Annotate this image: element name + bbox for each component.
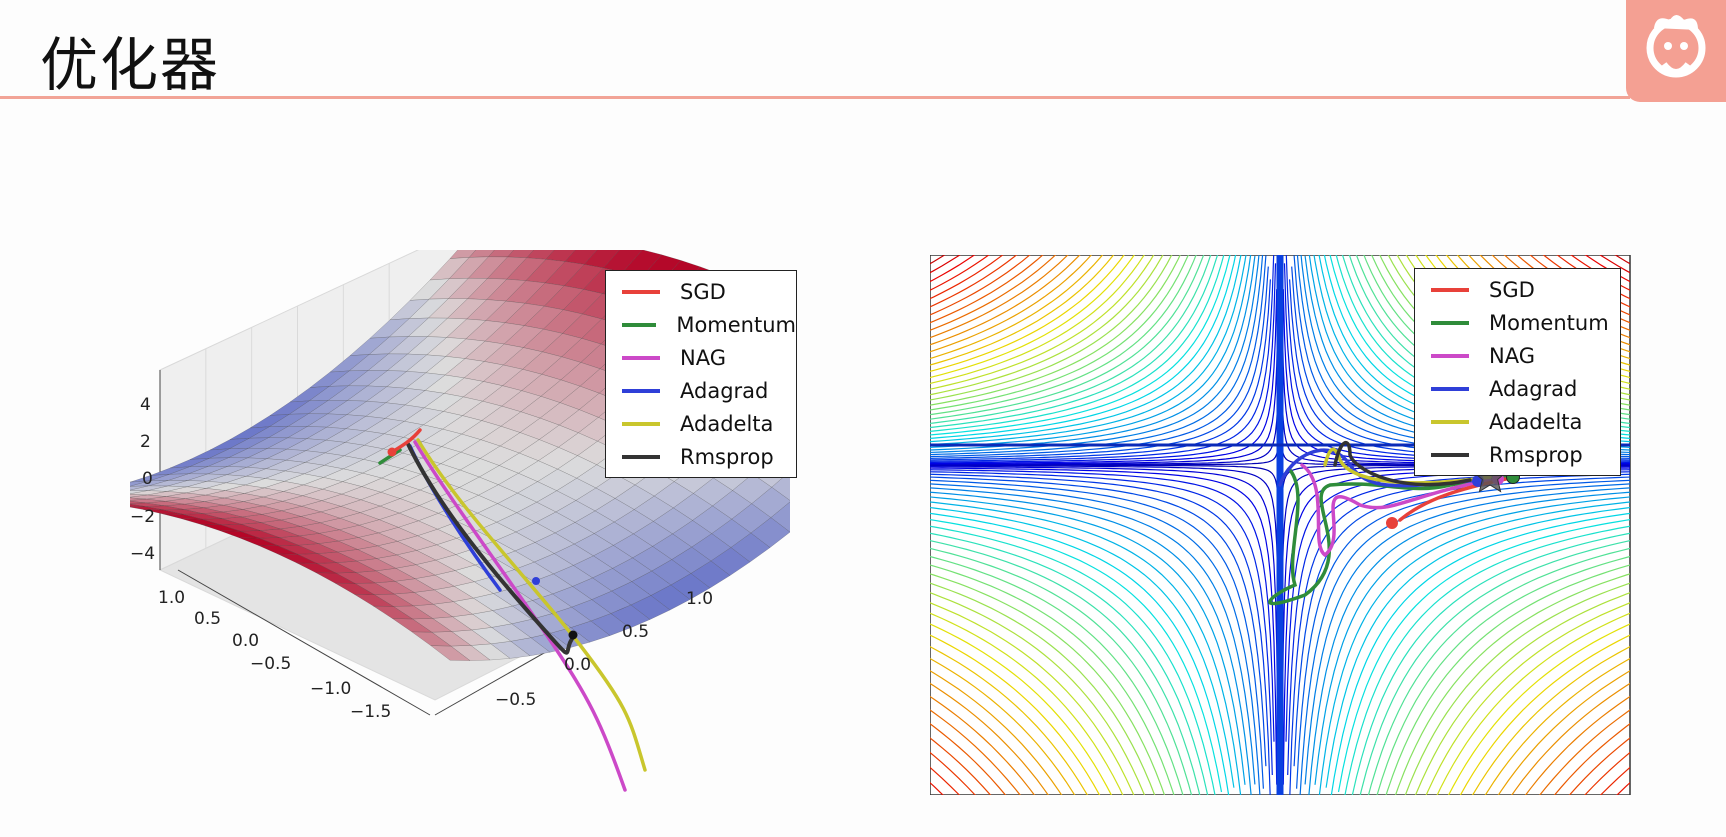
legend-swatch xyxy=(1431,287,1469,292)
marker-adagrad xyxy=(532,577,540,585)
legend-label: Adadelta xyxy=(1489,409,1583,434)
legend-label: SGD xyxy=(1489,277,1535,302)
legend-swatch xyxy=(1431,386,1469,391)
y-tick-label: −0.5 xyxy=(495,690,536,710)
surface-chart: 4 2 0 −2 −4 1.0 0.5 0.0 −0.5 −1.0 −1.5 1.0 0.5 0.0 −0.… xyxy=(0,234,931,814)
trajectory-rmsprop xyxy=(1333,441,1472,487)
legend-item-adadelta: Adadelta xyxy=(1415,405,1620,438)
legend-label: SGD xyxy=(680,279,726,304)
z-tick-label: −2 xyxy=(130,507,155,527)
x-tick-label: −1.0 xyxy=(310,679,351,699)
legend-label: Adadelta xyxy=(680,411,774,436)
legend-swatch xyxy=(622,388,660,393)
z-tick-label: 4 xyxy=(140,395,151,415)
legend: SGD Momentum NAG Adagrad Adadelta Rmsprop xyxy=(605,270,797,478)
legend-label: Momentum xyxy=(1489,310,1609,335)
legend-swatch xyxy=(622,454,660,459)
z-tick-label: 0 xyxy=(142,469,153,489)
legend-label: NAG xyxy=(1489,343,1535,368)
trajectory-nag xyxy=(1300,463,1492,558)
legend: SGD Momentum NAG Adagrad Adadelta Rmsprop xyxy=(1414,268,1621,476)
contour-chart: SGD Momentum NAG Adagrad Adadelta Rmsprop xyxy=(929,254,1632,799)
x-tick-label: 0.5 xyxy=(194,609,221,629)
legend-label: Rmsprop xyxy=(680,444,774,469)
trajectory-momentum xyxy=(378,448,402,465)
legend-swatch xyxy=(622,355,660,360)
legend-label: Adagrad xyxy=(1489,376,1578,401)
legend-item-sgd: SGD xyxy=(606,275,796,308)
legend-item-adadelta: Adadelta xyxy=(606,407,796,440)
legend-swatch xyxy=(1431,320,1469,325)
z-tick-label: 2 xyxy=(140,432,151,452)
slide-title: 优化器 xyxy=(40,31,221,99)
x-tick-label: −0.5 xyxy=(250,654,291,674)
contour-plot xyxy=(929,254,1631,796)
legend-swatch xyxy=(622,322,657,327)
legend-swatch xyxy=(1431,353,1469,358)
y-tick-label: 1.0 xyxy=(686,589,713,609)
legend-swatch xyxy=(622,421,660,426)
trajectory-momentum xyxy=(1268,468,1512,606)
legend-item-sgd: SGD xyxy=(1415,273,1620,306)
legend-item-rmsprop: Rmsprop xyxy=(1415,438,1620,471)
legend-item-adagrad: Adagrad xyxy=(1415,372,1620,405)
legend-item-adagrad: Adagrad xyxy=(606,374,796,407)
z-tick-label: −4 xyxy=(130,544,155,564)
legend-item-momentum: Momentum xyxy=(606,308,796,341)
legend-label: Momentum xyxy=(676,312,796,337)
x-tick-label: −1.5 xyxy=(350,702,391,722)
legend-item-nag: NAG xyxy=(606,341,796,374)
legend-swatch xyxy=(1431,452,1469,457)
y-tick-label: 0.0 xyxy=(564,655,591,675)
marker-sgd xyxy=(1386,517,1398,529)
legend-swatch xyxy=(1431,419,1469,424)
marker-rmsprop xyxy=(568,630,578,640)
legend-item-rmsprop: Rmsprop xyxy=(606,440,796,473)
surface-plot: 4 2 0 −2 −4 1.0 0.5 0.0 −0.5 −1.0 −1.5 1.0 0.5 0.0 −0.… xyxy=(0,234,931,792)
marker-sgd xyxy=(387,447,397,457)
legend-label: NAG xyxy=(680,345,726,370)
trajectory-adadelta xyxy=(1323,447,1492,485)
title-divider xyxy=(0,96,1630,99)
x-tick-label: 1.0 xyxy=(158,588,185,608)
legend-item-momentum: Momentum xyxy=(1415,306,1620,339)
legend-label: Adagrad xyxy=(680,378,769,403)
trajectory-rmsprop xyxy=(406,442,577,655)
logo-icon xyxy=(1626,0,1726,102)
x-tick-label: 0.0 xyxy=(232,631,259,651)
legend-label: Rmsprop xyxy=(1489,442,1583,467)
y-tick-label: 0.5 xyxy=(622,622,649,642)
legend-swatch xyxy=(622,289,660,294)
legend-item-nag: NAG xyxy=(1415,339,1620,372)
